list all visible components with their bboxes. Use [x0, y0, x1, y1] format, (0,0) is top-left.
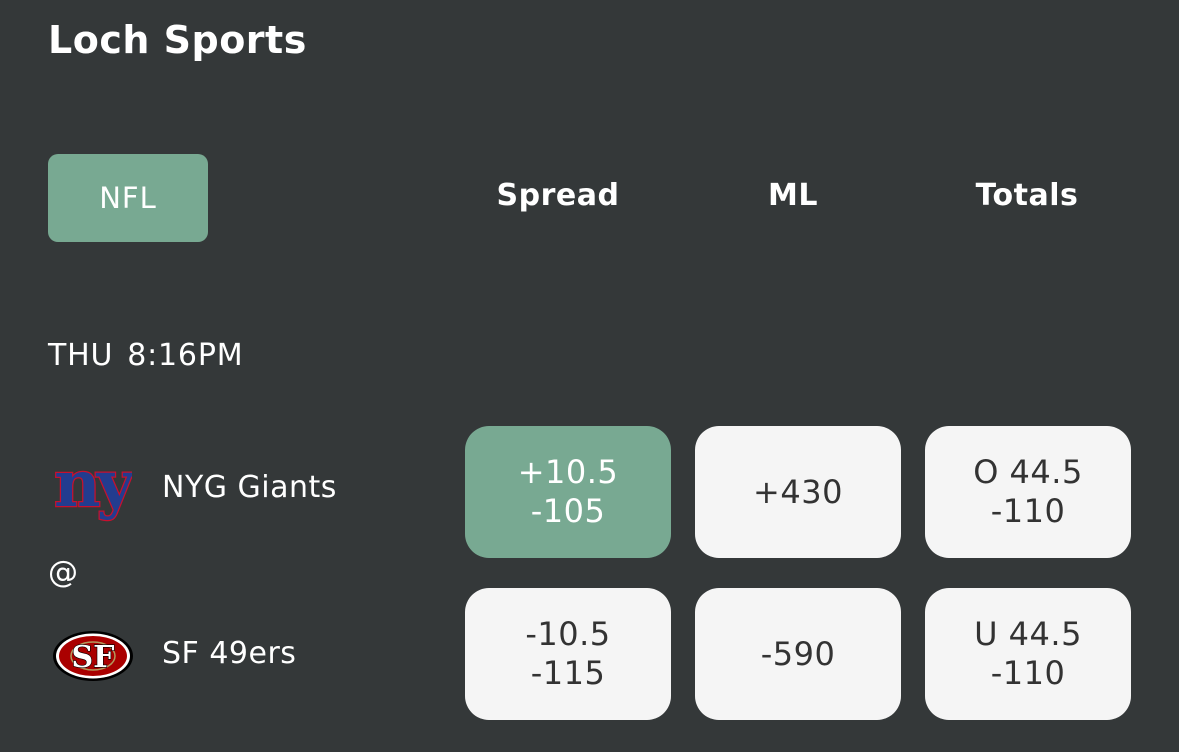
away-spread-line: +10.5 — [517, 453, 619, 491]
under-total-line: U 44.5 — [974, 615, 1082, 653]
away-moneyline-price: +430 — [753, 472, 843, 511]
home-moneyline-price: -590 — [760, 634, 836, 673]
giants-logo-icon: ny — [52, 446, 141, 526]
game-time: THU 8:16PM — [48, 338, 257, 373]
over-total-button[interactable]: O 44.5 -110 — [925, 426, 1131, 558]
game-day: THU — [48, 338, 114, 373]
giants-logo-text: ny — [54, 458, 132, 522]
home-spread-price: -115 — [530, 654, 606, 692]
over-total-line: O 44.5 — [973, 453, 1083, 491]
league-tab-nfl[interactable]: NFL — [48, 154, 208, 242]
niners-logo-text: SF — [72, 640, 115, 675]
home-spread-line: -10.5 — [525, 615, 611, 653]
home-spread-button[interactable]: -10.5 -115 — [465, 588, 671, 720]
home-team-name: SF 49ers — [162, 636, 297, 671]
under-total-button[interactable]: U 44.5 -110 — [925, 588, 1131, 720]
away-team-name: NYG Giants — [162, 470, 337, 505]
game-clock: 8:16PM — [127, 338, 244, 373]
away-moneyline-button[interactable]: +430 — [695, 426, 901, 558]
versus-separator: @ — [48, 555, 78, 590]
giants-logo-svg: ny — [53, 446, 141, 524]
niners-logo-svg: SF — [53, 631, 133, 681]
column-header-spread: Spread — [496, 178, 620, 213]
under-total-price: -110 — [990, 654, 1066, 692]
away-spread-price: -105 — [530, 492, 606, 530]
over-total-price: -110 — [990, 492, 1066, 530]
away-spread-button[interactable]: +10.5 -105 — [465, 426, 671, 558]
column-header-totals: Totals — [975, 178, 1079, 213]
app-title: Loch Sports — [48, 18, 307, 62]
column-header-ml: ML — [768, 178, 818, 213]
niners-logo-icon: SF — [52, 630, 134, 686]
home-moneyline-button[interactable]: -590 — [695, 588, 901, 720]
